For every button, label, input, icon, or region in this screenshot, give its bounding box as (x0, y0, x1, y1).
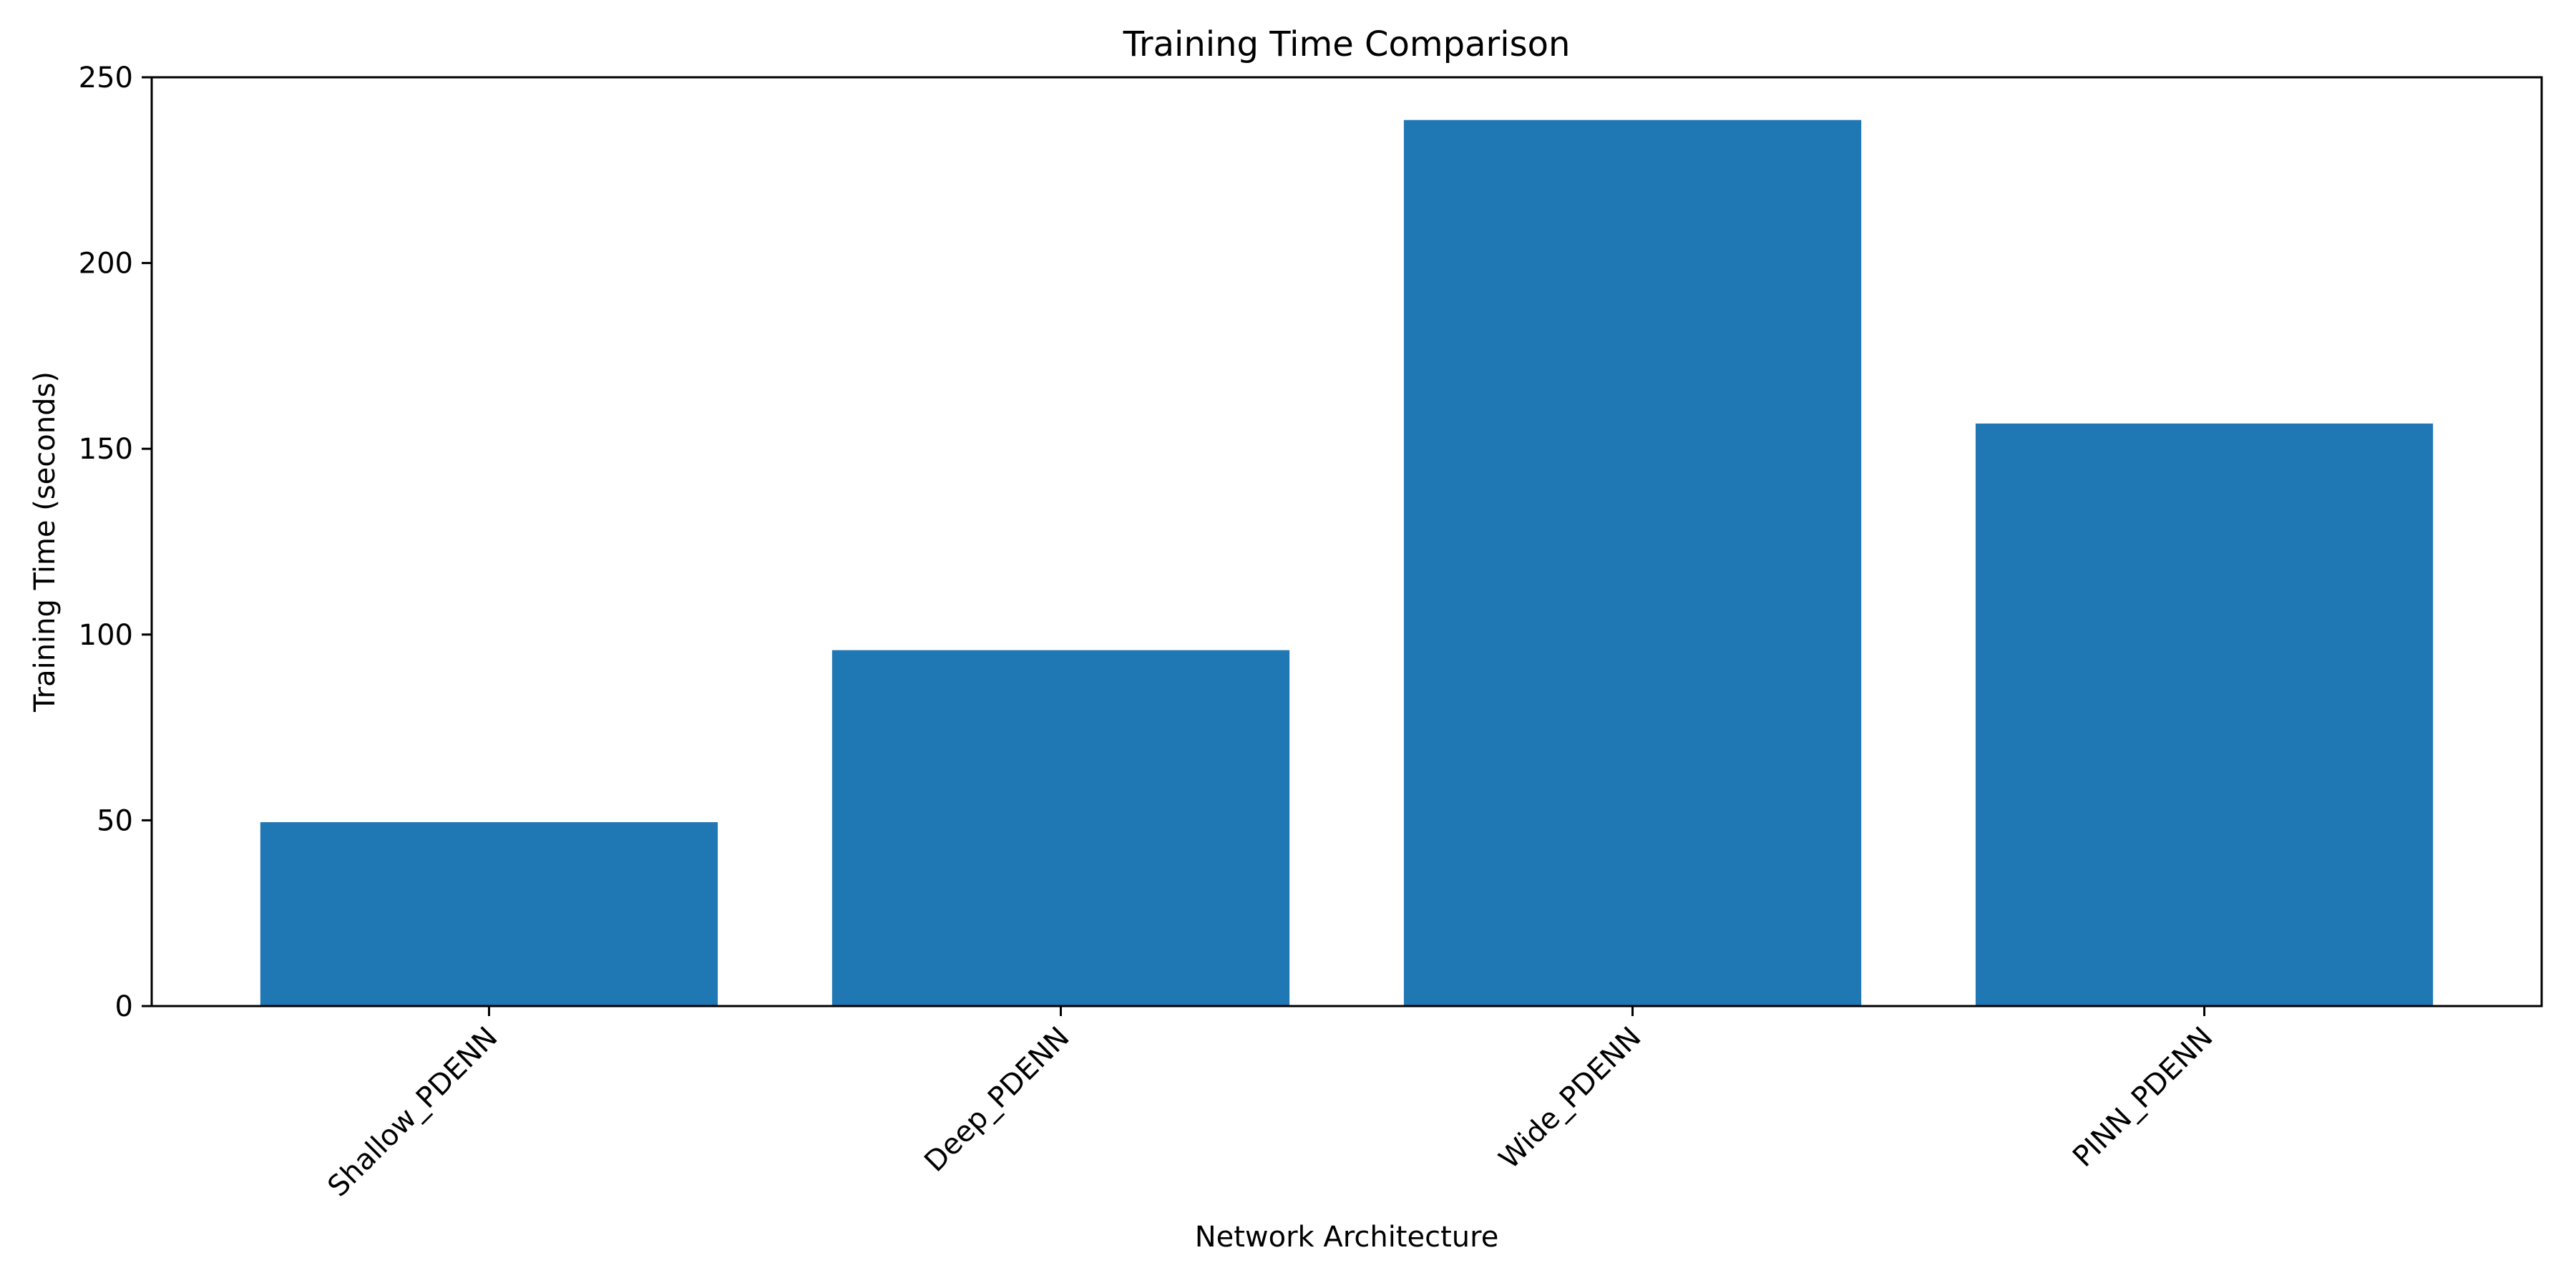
y-axis-label: Training Time (seconds) (29, 371, 62, 713)
bar-shallow-pdenn (260, 821, 718, 1006)
y-tick-label: 150 (79, 433, 133, 466)
bar-deep-pdenn (831, 650, 1290, 1006)
plot-area-frame (150, 76, 2543, 1008)
y-tick-label: 200 (79, 248, 133, 280)
chart-title: Training Time Comparison (1123, 24, 1571, 64)
y-tick-label: 50 (97, 804, 133, 837)
y-tick-label: 0 (115, 990, 133, 1023)
bar-pinn-pdenn (1975, 423, 2434, 1006)
bars-layer (260, 119, 2434, 1006)
bar-wide-pdenn (1403, 119, 1862, 1006)
y-tick-label: 100 (79, 619, 133, 652)
y-tick-label: 250 (79, 62, 133, 94)
x-axis-label: Network Architecture (1195, 1221, 1499, 1254)
